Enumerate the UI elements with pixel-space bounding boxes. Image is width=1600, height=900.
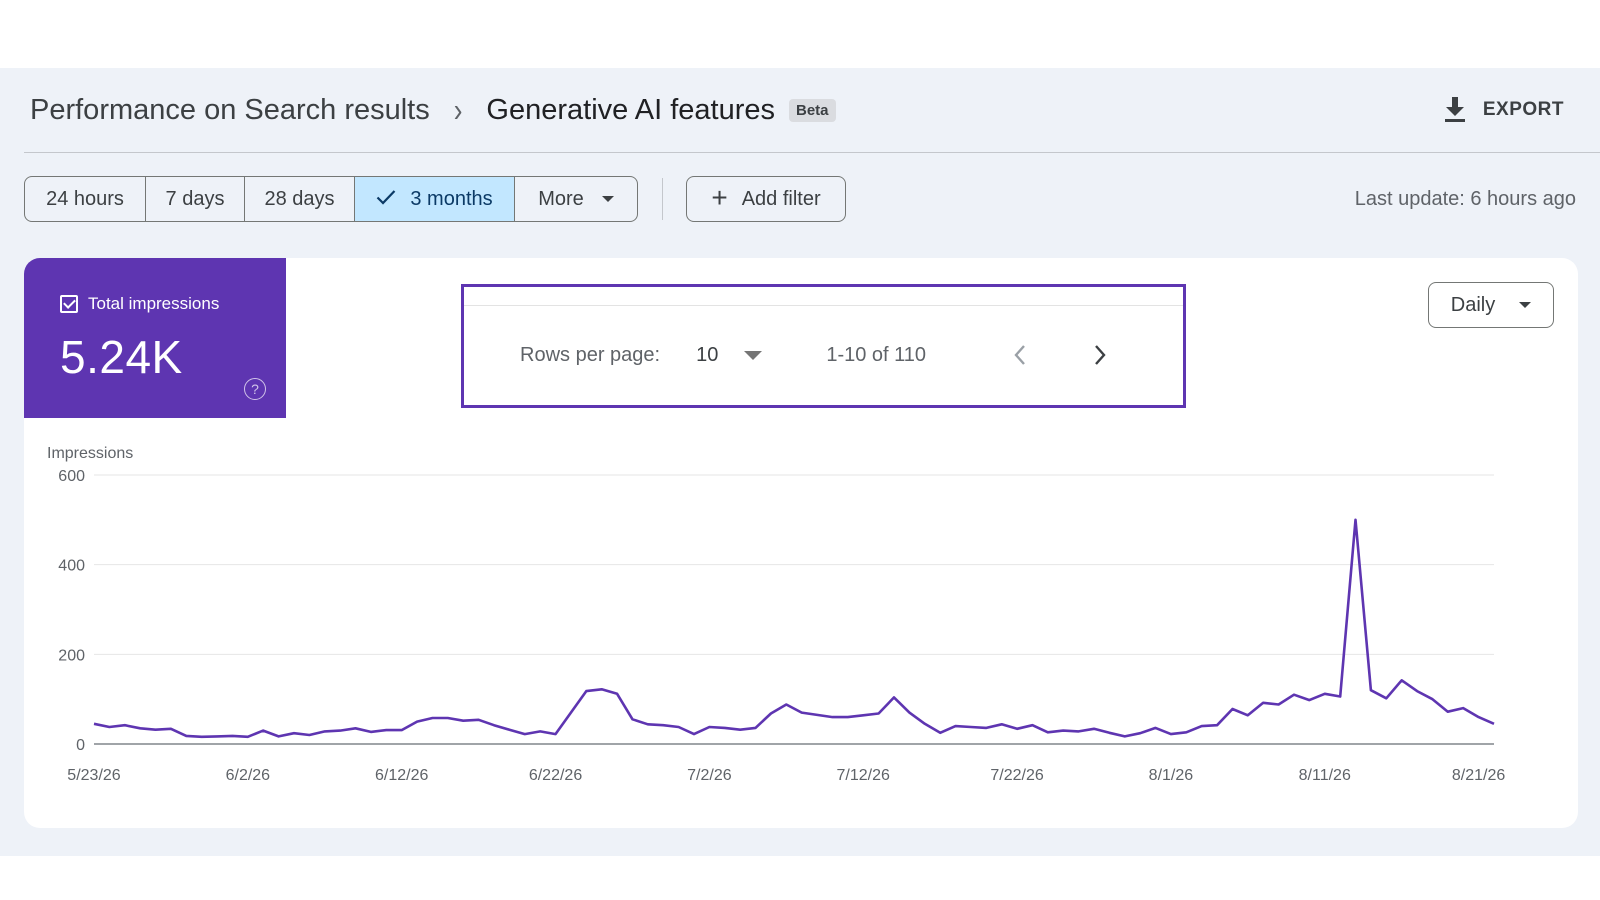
date-range-selector: 24 hours 7 days 28 days 3 months More <box>24 176 638 222</box>
x-tick-label: 6/22/26 <box>529 767 582 784</box>
pagination-divider <box>464 305 1183 306</box>
metric-label-row: Total impressions <box>60 294 219 314</box>
x-tick-label: 7/12/26 <box>837 767 890 784</box>
date-range-label: 28 days <box>264 187 335 210</box>
date-range-3-months[interactable]: 3 months <box>355 177 515 221</box>
granularity-label: Daily <box>1450 293 1496 316</box>
date-range-more-dropdown[interactable]: More <box>515 177 637 221</box>
download-icon <box>1443 96 1467 124</box>
rows-per-page-value[interactable]: 10 <box>696 343 719 366</box>
y-tick-label: 600 <box>58 468 85 485</box>
x-tick-label: 5/23/26 <box>67 767 120 784</box>
checkbox-checked-icon[interactable] <box>60 295 78 313</box>
x-tick-label: 7/2/26 <box>687 767 732 784</box>
performance-card: Total impressions 5.24K ? Rows per page:… <box>24 258 1578 828</box>
last-update-text: Last update: 6 hours ago <box>1354 187 1576 210</box>
y-tick-label: 400 <box>58 558 85 575</box>
y-tick-label: 200 <box>58 647 85 664</box>
pagination-row: Rows per page: 10 1-10 of 110 <box>520 339 1114 371</box>
date-range-7-days[interactable]: 7 days <box>146 177 245 221</box>
pagination-panel: Rows per page: 10 1-10 of 110 <box>461 284 1186 408</box>
page-header: Performance on Search results › Generati… <box>30 90 1600 130</box>
previous-page-chevron-icon[interactable] <box>1006 339 1034 371</box>
metric-value: 5.24K <box>60 331 183 383</box>
x-tick-label: 8/1/26 <box>1149 767 1194 784</box>
impressions-line-chart: Impressions 0 200 400 600 5/23/26 6/2/26 6/12/2… <box>47 445 1505 784</box>
x-tick-label: 8/11/26 <box>1299 767 1351 784</box>
breadcrumb-chevron-icon: › <box>453 89 463 129</box>
app-frame: Performance on Search results › Generati… <box>0 68 1600 856</box>
y-tick-label: 0 <box>76 737 85 754</box>
filter-toolbar: 24 hours 7 days 28 days 3 months More + <box>24 176 1576 222</box>
x-tick-label: 6/12/26 <box>375 767 428 784</box>
export-label: EXPORT <box>1482 99 1564 120</box>
date-range-label: More <box>538 187 584 210</box>
dropdown-arrow-icon <box>601 196 614 202</box>
toolbar-divider <box>662 178 663 220</box>
date-range-label: 24 hours <box>46 187 124 210</box>
add-filter-button[interactable]: + Add filter <box>686 176 846 222</box>
y-axis-title: Impressions <box>47 445 133 462</box>
x-tick-label: 8/21/26 <box>1452 767 1505 784</box>
rows-per-page-dropdown-icon[interactable] <box>744 350 763 360</box>
x-tick-label: 6/2/26 <box>226 767 271 784</box>
plus-icon: + <box>711 181 728 213</box>
date-range-label: 7 days <box>165 187 225 210</box>
x-tick-label: 7/22/26 <box>990 767 1043 784</box>
total-impressions-metric[interactable]: Total impressions 5.24K ? <box>24 258 286 418</box>
date-range-28-days[interactable]: 28 days <box>245 177 355 221</box>
dropdown-arrow-icon <box>1519 302 1532 308</box>
rows-per-page-label: Rows per page: <box>520 343 661 366</box>
impressions-series-line <box>93 518 1495 739</box>
add-filter-label: Add filter <box>741 187 821 210</box>
header-divider <box>24 152 1600 153</box>
date-range-label: 3 months <box>410 187 493 210</box>
export-button[interactable]: EXPORT <box>1443 90 1564 130</box>
metric-label: Total impressions <box>88 294 220 313</box>
date-range-24-hours[interactable]: 24 hours <box>25 177 146 221</box>
page-title: Generative AI features <box>486 93 775 126</box>
help-icon[interactable]: ? <box>244 378 266 400</box>
check-icon <box>376 188 396 211</box>
granularity-dropdown[interactable]: Daily <box>1428 282 1554 328</box>
beta-badge: Beta <box>788 98 836 122</box>
next-page-chevron-icon[interactable] <box>1086 339 1114 371</box>
pagination-range: 1-10 of 110 <box>826 343 927 366</box>
breadcrumb-parent[interactable]: Performance on Search results <box>30 93 430 126</box>
